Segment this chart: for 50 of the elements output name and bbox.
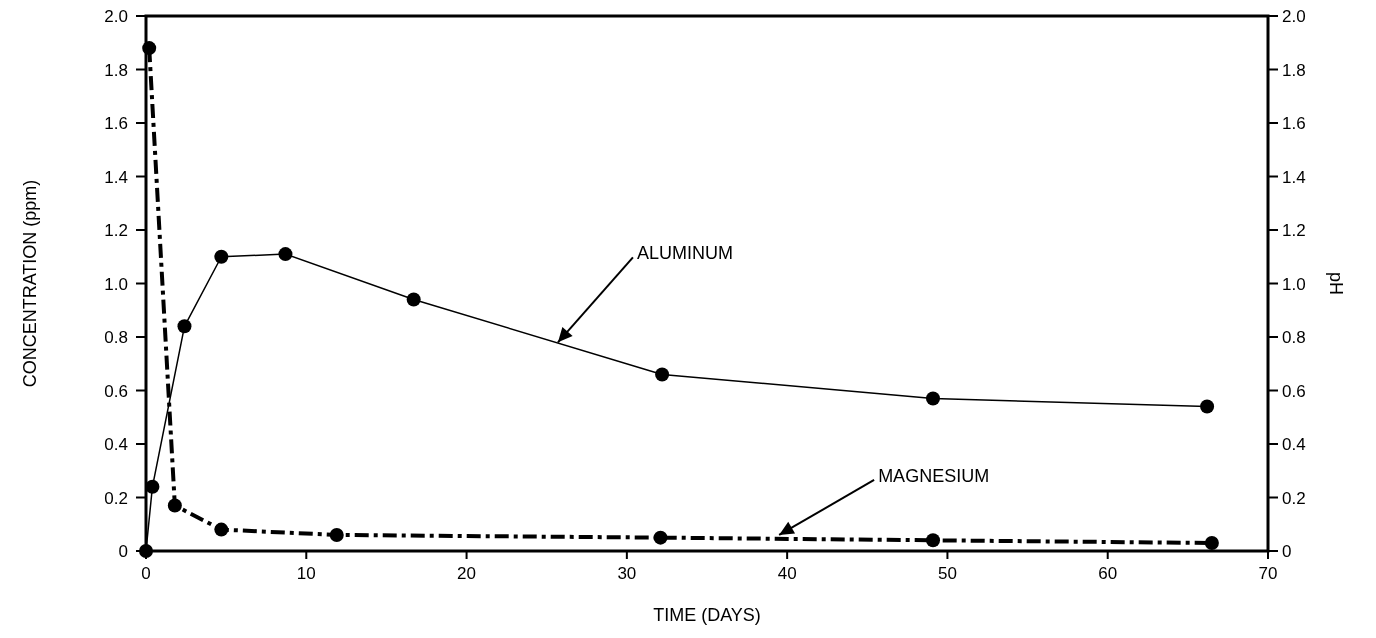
y2-tick-label: 0.4 xyxy=(1282,435,1306,454)
y-tick-label: 1.0 xyxy=(104,274,128,294)
y2-tick-label: 0 xyxy=(1282,542,1292,561)
y-tick-label: 0.4 xyxy=(104,435,128,454)
point xyxy=(655,367,670,382)
y-tick-label: 0.6 xyxy=(104,381,128,401)
y2-tick-label: 1.0 xyxy=(1282,274,1306,294)
annotation: ALUMINUM xyxy=(636,243,733,264)
point xyxy=(653,530,668,545)
point xyxy=(1204,535,1219,550)
y-tick-label: 1.4 xyxy=(104,167,128,187)
y-tick-label: 2.0 xyxy=(104,7,128,26)
x-tick-label: 40 xyxy=(777,564,797,583)
y-tick-label: 0.2 xyxy=(104,488,128,508)
point xyxy=(1200,399,1215,414)
y2-tick-label: 1.4 xyxy=(1282,167,1306,187)
y2-tick-label: 1.6 xyxy=(1282,114,1306,133)
point xyxy=(406,292,421,307)
x-tick-label: 0 xyxy=(141,564,151,583)
y2-tick-label: 0.2 xyxy=(1282,488,1306,508)
x-axis-title: TIME (DAYS) xyxy=(653,605,761,625)
y2-tick-label: 2.0 xyxy=(1282,7,1306,26)
point xyxy=(214,249,229,264)
x-tick-label: 30 xyxy=(617,564,637,583)
y-tick-label: 0.8 xyxy=(104,328,128,347)
y-tick-label: 1.6 xyxy=(104,114,128,133)
point xyxy=(145,479,160,494)
y2-tick-label: 0.8 xyxy=(1282,328,1306,347)
y-axis-title: CONCENTRATION (ppm) xyxy=(20,179,40,388)
x-tick-label: 60 xyxy=(1098,564,1118,583)
y2-tick-label: 0.6 xyxy=(1282,381,1306,401)
x-tick-label: 70 xyxy=(1258,564,1278,583)
y2-axis-title: pH xyxy=(1326,271,1346,296)
x-tick-label: 50 xyxy=(937,564,957,583)
point xyxy=(167,498,182,513)
point xyxy=(142,41,157,56)
point xyxy=(278,247,293,262)
point xyxy=(214,522,229,537)
y2-tick-label: 1.8 xyxy=(1282,60,1306,80)
x-tick-label: 10 xyxy=(296,564,316,583)
y2-tick-label: 1.2 xyxy=(1282,221,1306,240)
y-tick-label: 0 xyxy=(118,542,128,561)
x-tick-label: 20 xyxy=(457,564,477,583)
y-tick-label: 1.2 xyxy=(104,221,128,240)
point xyxy=(926,391,940,406)
point xyxy=(329,527,344,542)
point xyxy=(926,533,940,548)
y-tick-label: 1.8 xyxy=(104,60,128,80)
point xyxy=(177,319,192,334)
annotation: MAGNESIUM xyxy=(878,465,990,486)
